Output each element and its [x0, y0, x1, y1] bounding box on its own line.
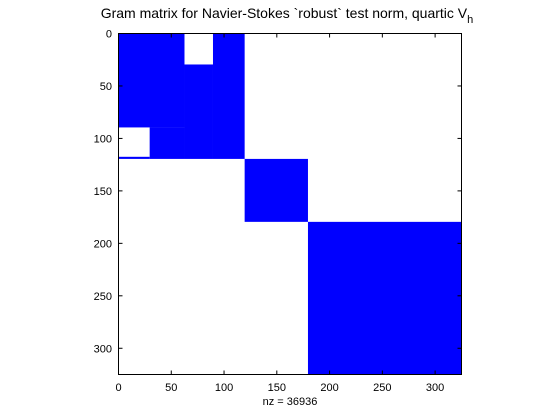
y-tick-label-50: 50 [100, 81, 112, 93]
axes-box [118, 33, 462, 375]
nonzero-block-2 [184, 64, 213, 159]
chart-title-main: Gram matrix for Navier-Stokes `robust` t… [101, 5, 468, 21]
x-tick-label-0: 0 [115, 382, 121, 394]
x-tick-label-50: 50 [165, 382, 177, 394]
x-axis-ticks: 0 50 100 150 200 250 300 [115, 33, 444, 394]
nonzero-block-7 [307, 221, 461, 374]
nonzero-block-1 [118, 33, 185, 128]
nonzero-block-5 [118, 156, 150, 159]
y-tick-label-100: 100 [94, 133, 112, 145]
y-tick-label-300: 300 [94, 343, 112, 355]
y-tick-label-250: 250 [94, 291, 112, 303]
nonzero-block-6 [244, 158, 308, 222]
chart-title: Gram matrix for Navier-Stokes `robust` t… [101, 5, 474, 26]
x-tick-label-250: 250 [373, 382, 391, 394]
nonzero-block-4 [149, 127, 185, 159]
x-tick-label-150: 150 [268, 382, 286, 394]
x-tick-label-300: 300 [426, 382, 444, 394]
y-axis-ticks: 0 50 100 150 200 250 300 [94, 29, 462, 355]
nonzero-block-3 [212, 33, 245, 159]
y-tick-label-0: 0 [106, 29, 112, 41]
chart-title-subscript: h [467, 14, 473, 26]
y-tick-label-200: 200 [94, 238, 112, 250]
nonzero-blocks [118, 33, 461, 374]
x-tick-label-100: 100 [215, 382, 233, 394]
x-axis-label: nz = 36936 [263, 396, 318, 408]
x-tick-label-200: 200 [320, 382, 338, 394]
y-tick-label-150: 150 [94, 186, 112, 198]
plot-area: 0 50 100 150 200 250 300 0 50 100 150 200 250 300 [94, 29, 462, 394]
